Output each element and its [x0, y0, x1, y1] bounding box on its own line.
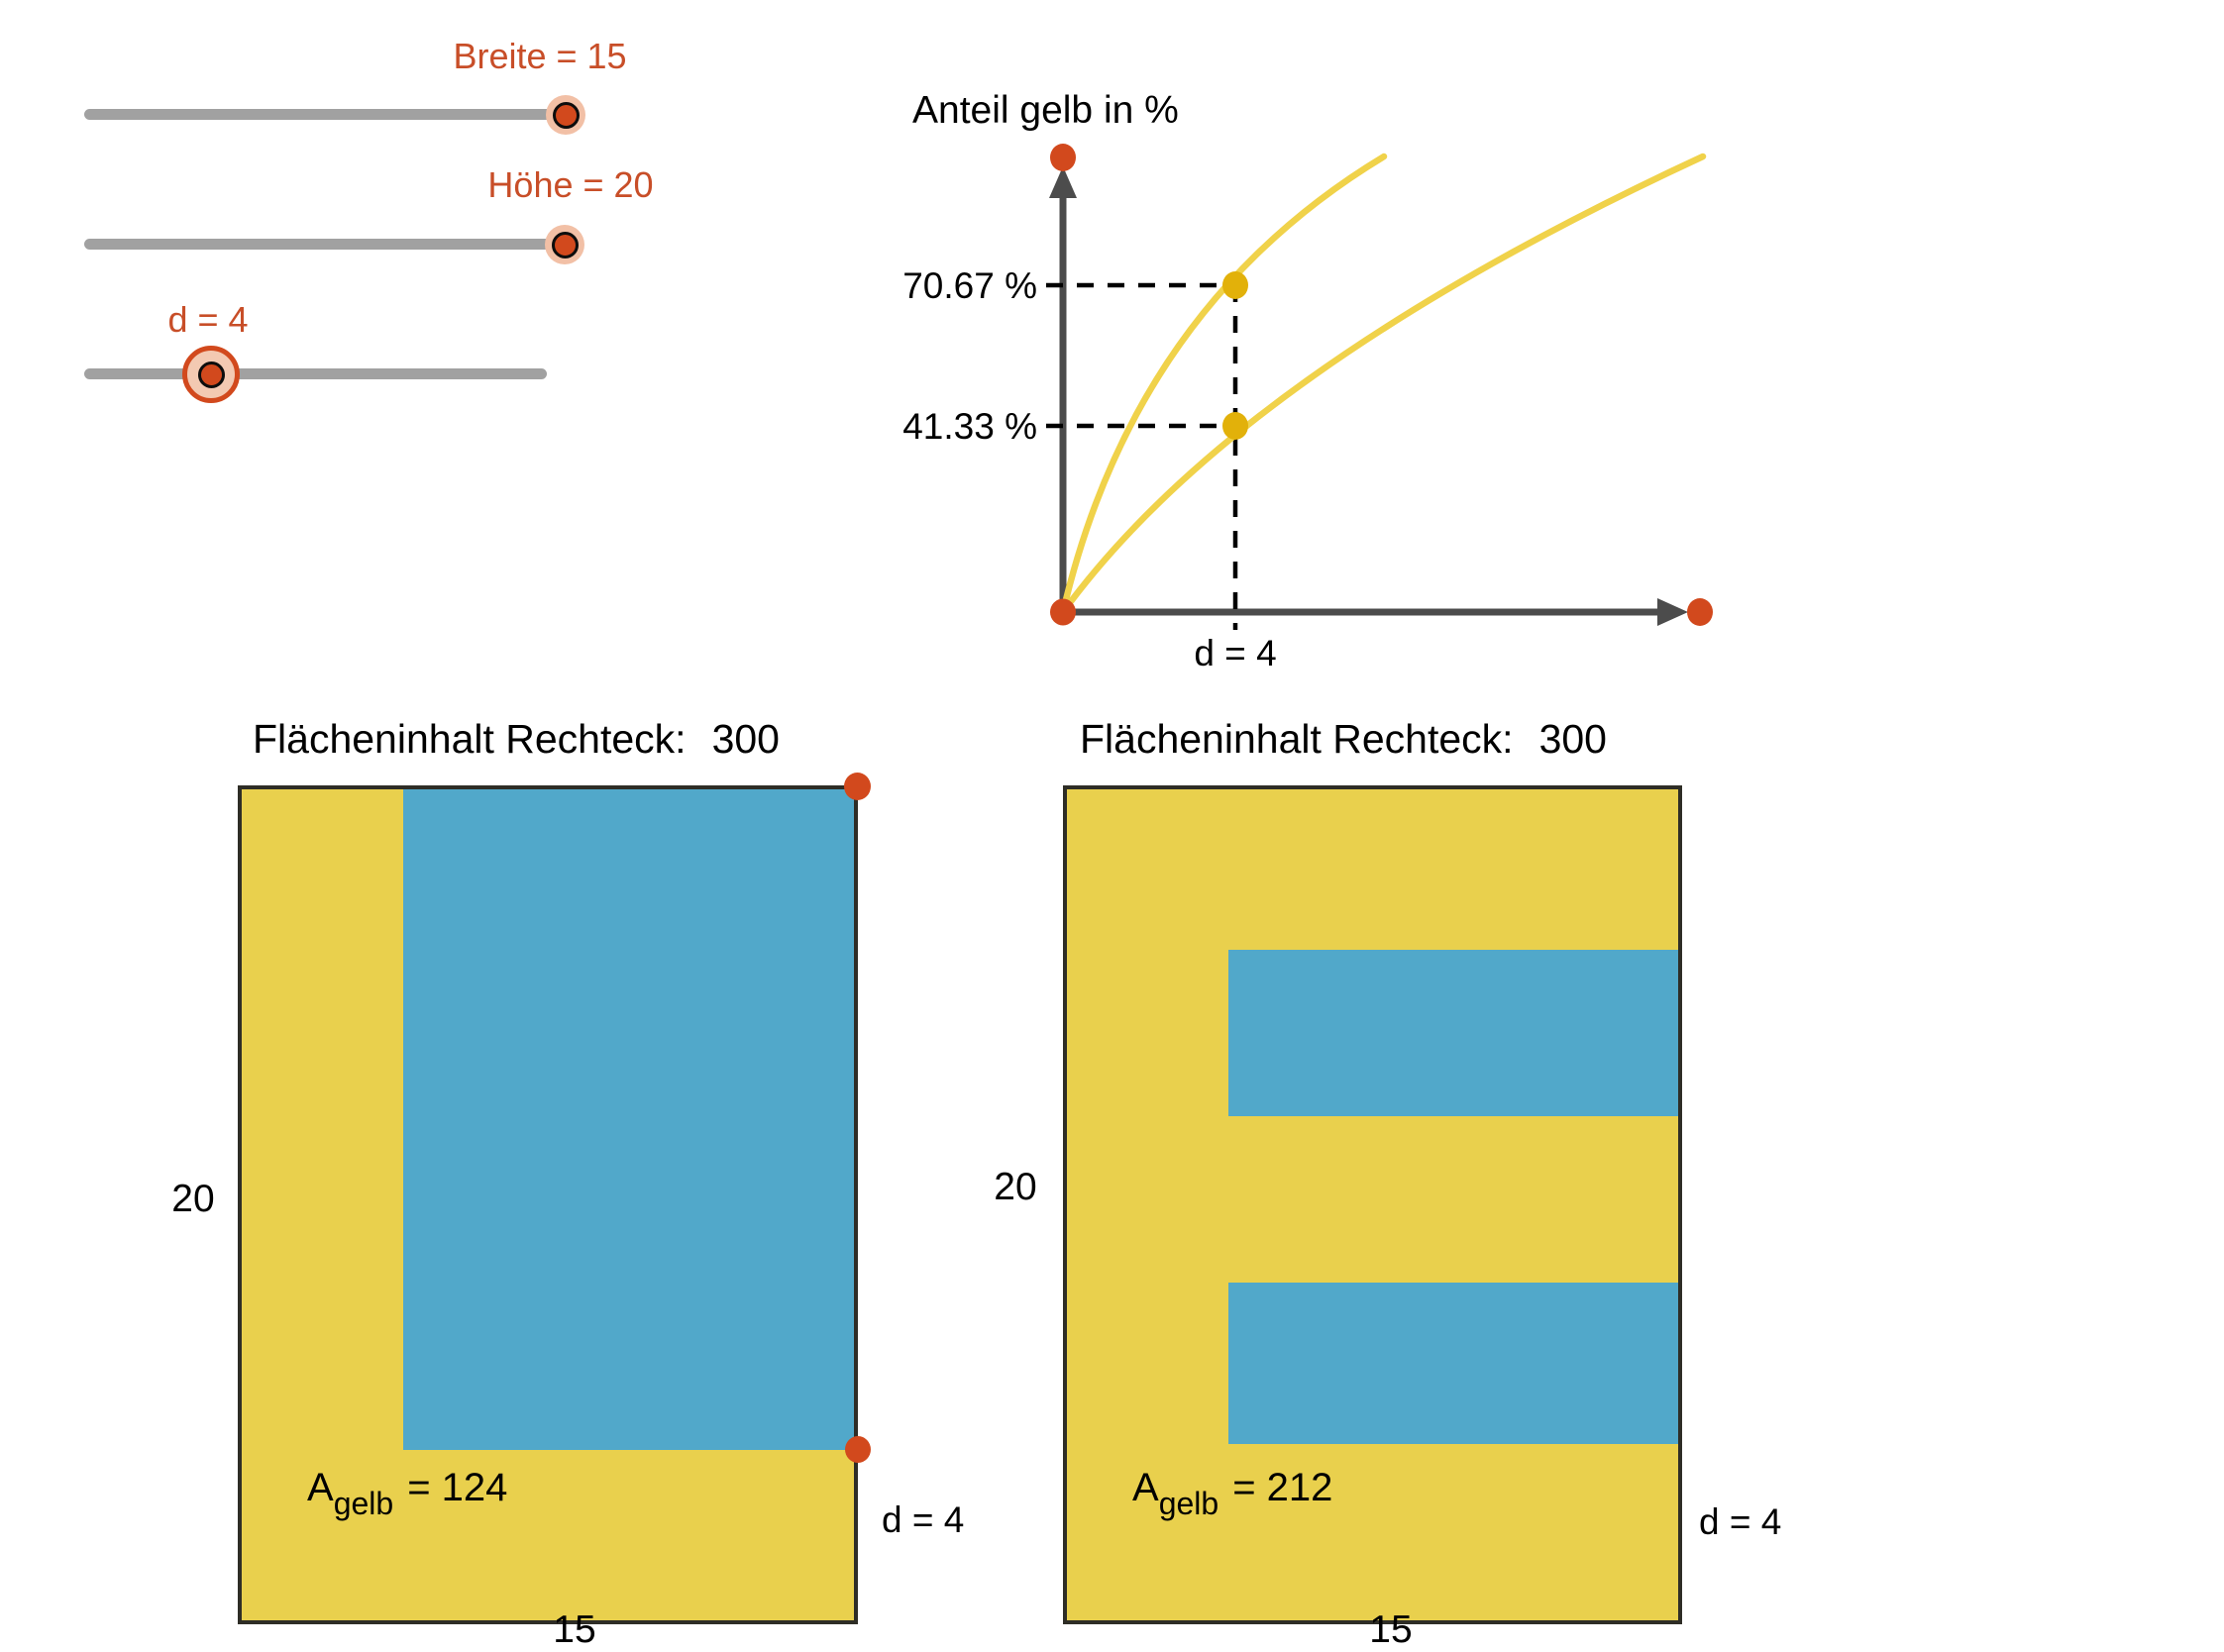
height-label-right: 20	[994, 1166, 1037, 1208]
slider-hoehe-track[interactable]	[84, 239, 570, 250]
slider-breite-track[interactable]	[84, 109, 570, 120]
slider-breite-knob[interactable]	[552, 101, 580, 129]
y-axis-end-point[interactable]	[1050, 144, 1076, 171]
y-value-label-upper: 70.67 %	[902, 265, 1037, 306]
panel-title-left-text: Flächeninhalt Rechteck:	[253, 716, 687, 762]
y-value-label-lower: 41.33 %	[902, 406, 1037, 447]
panel-area-value-left: 300	[711, 716, 780, 762]
area-label-subscript-left: gelb	[333, 1486, 394, 1521]
graph-title: Anteil gelb in %	[912, 89, 1179, 132]
x-axis-end-point[interactable]	[1687, 598, 1713, 626]
area-yellow-label-left: Agelb = 124	[307, 1466, 508, 1521]
slider-hoehe-handle[interactable]	[545, 225, 584, 264]
area-label-value-left: = 124	[407, 1466, 508, 1509]
d-point-left-rect[interactable]	[845, 1436, 871, 1463]
slider-hoehe-label: Höhe = 20	[487, 164, 654, 205]
area-yellow-label-right: Agelb = 212	[1132, 1466, 1333, 1521]
y-axis-arrowhead	[1049, 166, 1077, 198]
curve-point-upper	[1222, 271, 1248, 299]
area-label-subscript-right: gelb	[1158, 1486, 1219, 1521]
slider-d-knob[interactable]	[197, 361, 225, 388]
rectangle-right	[1063, 785, 1682, 1624]
panel-area-value-right: 300	[1538, 716, 1607, 762]
origin-point[interactable]	[1050, 598, 1076, 626]
slider-hoehe-knob[interactable]	[551, 231, 579, 258]
d-label-right: d = 4	[1699, 1501, 1782, 1542]
rectangle-left	[238, 785, 858, 1624]
slider-d-handle[interactable]	[182, 346, 240, 403]
panel-title-right-text: Flächeninhalt Rechteck:	[1080, 716, 1514, 762]
blue-stripe-upper	[1228, 950, 1678, 1116]
blue-stripe-lower	[1228, 1283, 1678, 1444]
curve-stripes-percentage	[1059, 153, 1388, 616]
corner-point-left-rect[interactable]	[844, 773, 871, 800]
d-label-left: d = 4	[882, 1499, 965, 1540]
height-label-left: 20	[171, 1178, 215, 1220]
width-label-left: 15	[553, 1608, 596, 1651]
slider-breite-label: Breite = 15	[453, 36, 627, 76]
width-label-right: 15	[1369, 1608, 1413, 1651]
blue-region-left	[403, 789, 854, 1450]
area-label-prefix-left: A	[307, 1466, 334, 1509]
curve-point-lower	[1222, 412, 1248, 440]
x-axis-arrowhead	[1657, 598, 1688, 626]
slider-breite-handle[interactable]	[546, 95, 585, 135]
slider-d-label: d = 4	[167, 299, 249, 340]
panel-title-right: Flächeninhalt Rechteck: 300	[1080, 716, 1607, 763]
panel-title-left: Flächeninhalt Rechteck: 300	[253, 716, 780, 763]
x-value-label: d = 4	[1194, 633, 1277, 673]
area-label-prefix-right: A	[1132, 1466, 1159, 1509]
area-label-value-right: = 212	[1232, 1466, 1333, 1509]
slider-d-track[interactable]	[84, 368, 547, 379]
curve-lshape-percentage	[1059, 153, 1707, 616]
